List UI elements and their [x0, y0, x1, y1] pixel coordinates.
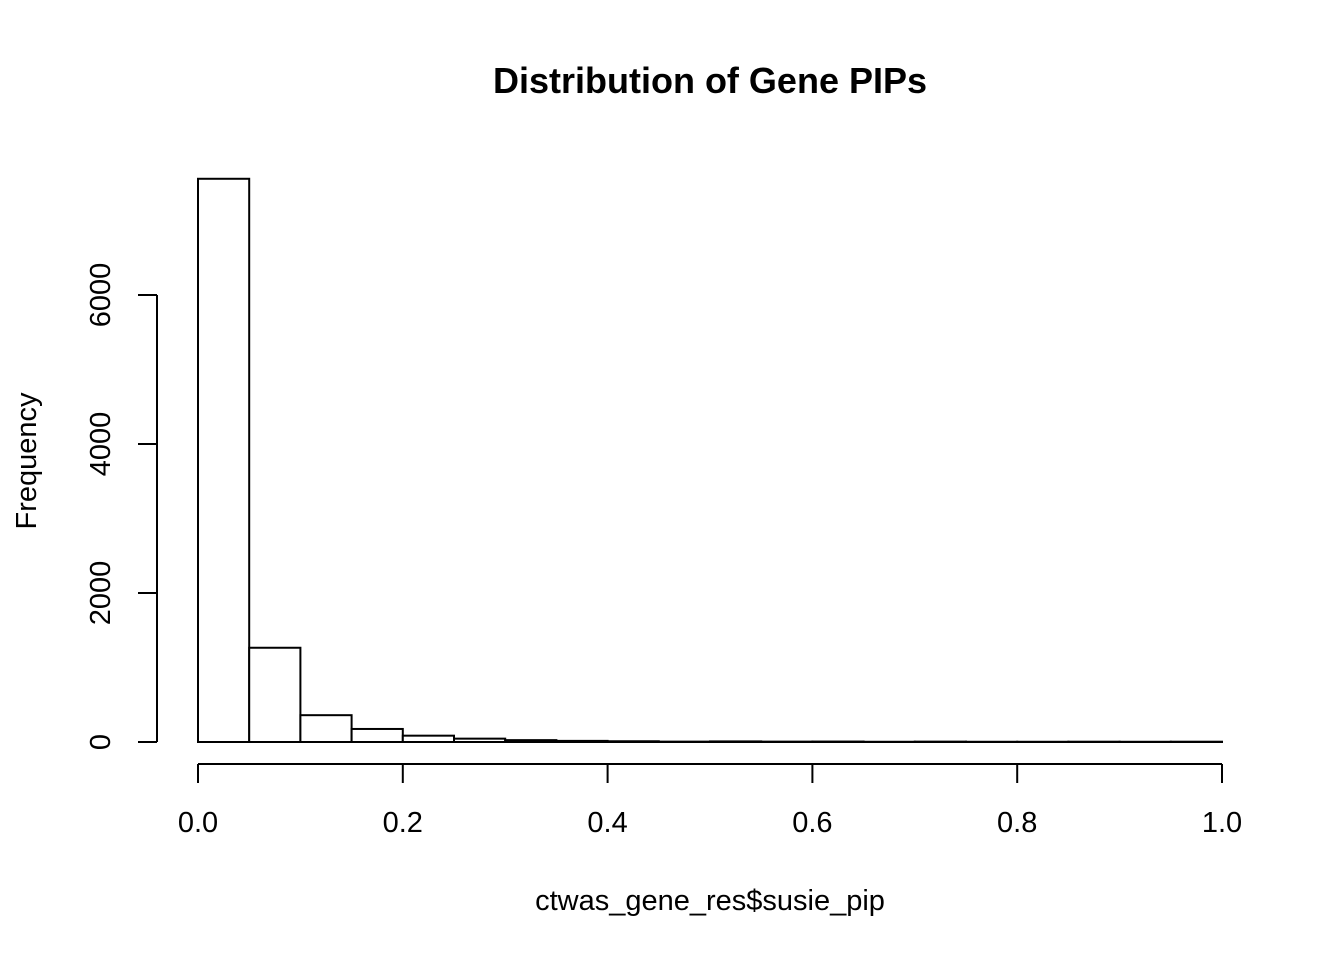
x-tick-label: 1.0: [1202, 807, 1242, 839]
x-axis: 0.0 0.2 0.4 0.6 0.8 1.0: [178, 763, 1242, 839]
y-tick-label: 4000: [85, 412, 117, 477]
histogram-bar-2: [299, 714, 353, 743]
y-axis: 0 2000 4000 6000: [85, 263, 158, 750]
histogram-bar-0: [197, 177, 251, 743]
x-axis-label: ctwas_gene_res$susie_pip: [535, 885, 885, 917]
histogram-bar-5: [453, 737, 507, 744]
x-tick-label: 0.8: [997, 807, 1037, 839]
y-tick-label: 2000: [85, 561, 117, 626]
x-tick-label: 0.6: [792, 807, 832, 839]
x-tick-label: 0.0: [178, 807, 218, 839]
y-axis-label: Frequency: [11, 392, 43, 530]
y-tick-label: 6000: [85, 263, 117, 328]
chart-title: Distribution of Gene PIPs: [493, 60, 927, 101]
histogram-bar-10: [709, 740, 763, 743]
x-tick-label: 0.4: [587, 807, 627, 839]
histogram-bar-3: [350, 727, 404, 744]
histogram-bar-1: [248, 646, 302, 744]
histogram-bar-6: [504, 739, 558, 744]
histogram-bars: [197, 177, 1224, 744]
histogram-bar-7: [555, 739, 609, 744]
histogram-bar-4: [401, 734, 455, 743]
y-tick-label: 0: [85, 734, 117, 750]
x-tick-label: 0.2: [383, 807, 423, 839]
histogram-bar-8: [606, 740, 660, 744]
